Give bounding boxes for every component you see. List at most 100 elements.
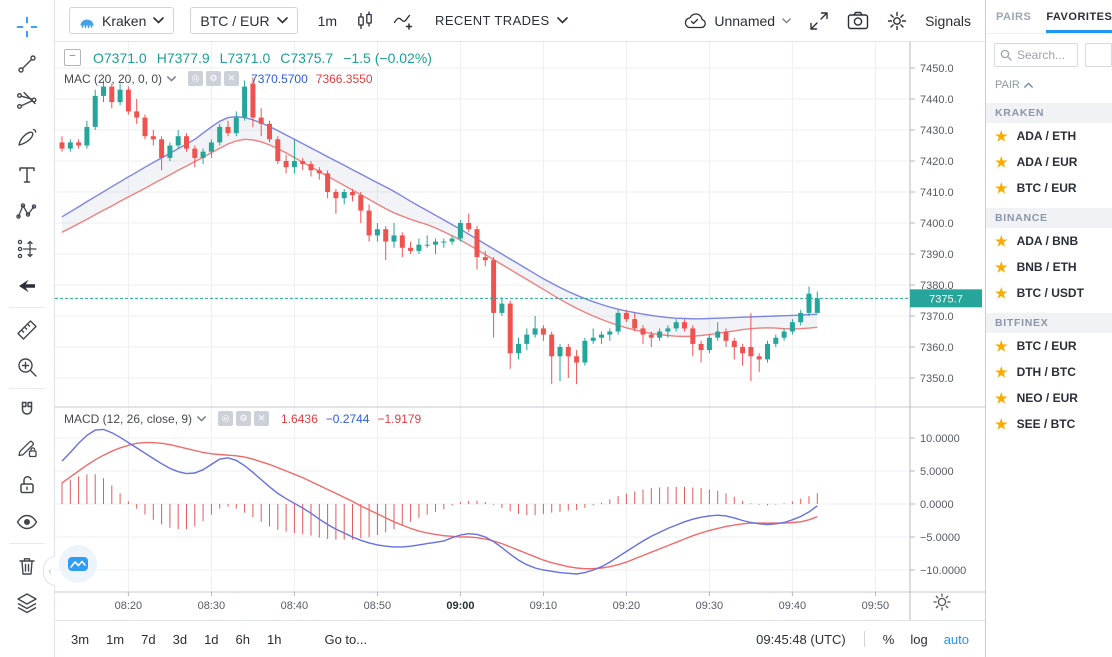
range-button-6[interactable]: 1h [267, 631, 282, 647]
pair-row[interactable]: ★ BNB / ETH [995, 259, 1077, 275]
interval-button[interactable]: 1m [317, 12, 338, 29]
star-icon[interactable]: ★ [995, 259, 1008, 275]
chart-canvas[interactable]: 7450.0 7440.0 7430.0 7420.0 7410.0 7400.0 7390… [55, 42, 985, 620]
candle-body [399, 235, 405, 248]
candle-body [532, 328, 538, 335]
sort-asc-icon [1023, 82, 1033, 88]
xabcd-pattern-icon[interactable] [8, 193, 46, 230]
candle-body [242, 86, 248, 118]
indicator-close-icon[interactable]: ✕ [224, 71, 240, 86]
indicator-gear-icon[interactable]: ⚙ [206, 71, 222, 86]
chart-style-candles-icon[interactable] [355, 10, 375, 32]
star-icon[interactable]: ★ [995, 364, 1008, 380]
log-scale-button[interactable]: log [910, 631, 928, 647]
star-icon[interactable]: ★ [995, 390, 1008, 406]
star-icon[interactable]: ★ [995, 416, 1008, 432]
pair-row[interactable]: ★ NEO / EUR [995, 390, 1078, 406]
search-icon [1000, 49, 1012, 61]
lock-open-icon[interactable] [8, 466, 46, 503]
indicator-close-icon[interactable]: ✕ [254, 411, 270, 426]
range-button-0[interactable]: 3m [71, 631, 90, 647]
exchange-group-header: BINANCE [986, 208, 1112, 228]
ruler-icon[interactable] [8, 311, 46, 348]
pair-row[interactable]: ★ BTC / USDT [995, 285, 1084, 301]
gann-fork-icon[interactable] [8, 82, 46, 119]
zoom-in-icon[interactable] [8, 348, 46, 385]
indicator-eye-icon[interactable]: ◎ [218, 411, 234, 426]
price-tick-label: 7420.0 [920, 156, 954, 168]
percent-scale-button[interactable]: % [882, 631, 895, 647]
layout-menu[interactable]: Unnamed [683, 12, 791, 29]
candle-body [350, 192, 355, 196]
recent-trades-dropdown[interactable]: RECENT TRADES [435, 13, 568, 28]
range-button-2[interactable]: 7d [141, 631, 156, 647]
star-icon[interactable]: ★ [995, 154, 1008, 170]
clock-label[interactable]: 09:45:48 (UTC) [756, 631, 846, 647]
exchange-group-header: BITFINEX [986, 313, 1112, 333]
candle-body [615, 312, 621, 332]
pair-row[interactable]: ★ ADA / EUR [995, 154, 1078, 170]
macd-value-macd: −0.2744 [325, 411, 370, 426]
candle-body [781, 331, 787, 338]
range-button-1[interactable]: 1m [106, 631, 125, 647]
star-icon[interactable]: ★ [995, 128, 1008, 144]
arrow-left-icon[interactable] [8, 267, 46, 304]
range-button-4[interactable]: 1d [204, 631, 219, 647]
range-button-5[interactable]: 6h [235, 631, 250, 647]
camera-icon[interactable] [847, 11, 869, 30]
macd-indicator-title[interactable]: MACD (12, 26, close, 9) [64, 412, 206, 426]
candle-body [798, 312, 804, 323]
auto-scale-button[interactable]: auto [943, 631, 969, 647]
mac-value-2: 7366.3550 [315, 71, 373, 86]
gear-icon[interactable] [887, 11, 907, 31]
pair-label: BTC / EUR [200, 12, 270, 29]
signals-button[interactable]: Signals [925, 12, 971, 29]
pair-row[interactable]: ★ ADA / BNB [995, 233, 1079, 249]
collapse-pane-icon[interactable]: − [64, 49, 81, 66]
timescale-settings-icon[interactable] [933, 593, 951, 611]
indicator-gear-icon[interactable]: ⚙ [236, 411, 252, 426]
crosshair-icon[interactable] [8, 8, 46, 45]
star-icon[interactable]: ★ [995, 180, 1008, 196]
candle-body [607, 331, 613, 335]
pair-selector[interactable]: BTC / EUR [190, 7, 298, 34]
candle-body [67, 142, 73, 149]
eye-icon[interactable] [8, 503, 46, 540]
forecast-icon[interactable] [8, 230, 46, 267]
exchange-selector[interactable]: Kraken [69, 7, 175, 34]
time-tick-label: 09:10 [530, 600, 558, 612]
toolbar-separator [9, 388, 45, 389]
mac-indicator-title[interactable]: MAC (20, 20, 0, 0) [64, 72, 176, 86]
star-icon[interactable]: ★ [995, 233, 1008, 249]
fullscreen-icon[interactable] [809, 11, 829, 31]
pair-row[interactable]: ★ SEE / BTC [995, 416, 1076, 432]
candle-body [424, 244, 430, 246]
pair-row[interactable]: ★ ADA / ETH [995, 128, 1077, 144]
candle-body [657, 331, 663, 338]
layers-icon[interactable] [8, 584, 46, 621]
star-icon[interactable]: ★ [995, 285, 1008, 301]
candle-body [167, 145, 173, 158]
magnet-icon[interactable] [8, 392, 46, 429]
range-button-3[interactable]: 3d [172, 631, 188, 647]
tab-favorites[interactable]: FAVORITES [1046, 0, 1112, 33]
pair-row[interactable]: ★ DTH / BTC [995, 364, 1076, 380]
trash-icon[interactable] [8, 547, 46, 584]
star-icon[interactable]: ★ [995, 338, 1008, 354]
macd-tick-label: 0.0000 [920, 499, 954, 511]
text-icon[interactable] [8, 156, 46, 193]
pair-row[interactable]: ★ BTC / EUR [995, 180, 1077, 196]
drawing-toolbar [0, 0, 55, 657]
compare-add-icon[interactable] [393, 11, 415, 31]
drawing-lock-icon[interactable] [8, 429, 46, 466]
indicator-eye-icon[interactable]: ◎ [188, 71, 204, 86]
brush-icon[interactable] [8, 119, 46, 156]
candle-body [341, 192, 347, 199]
pair-row[interactable]: ★ BTC / EUR [995, 338, 1077, 354]
trend-line-icon[interactable] [8, 45, 46, 82]
goto-button[interactable]: Go to... [324, 631, 368, 647]
filter-field-cropped[interactable] [1085, 43, 1112, 67]
exchange-label: Kraken [102, 12, 147, 29]
pair-column-header[interactable]: PAIR [986, 71, 1112, 96]
tab-pairs[interactable]: PAIRS [996, 10, 1032, 23]
